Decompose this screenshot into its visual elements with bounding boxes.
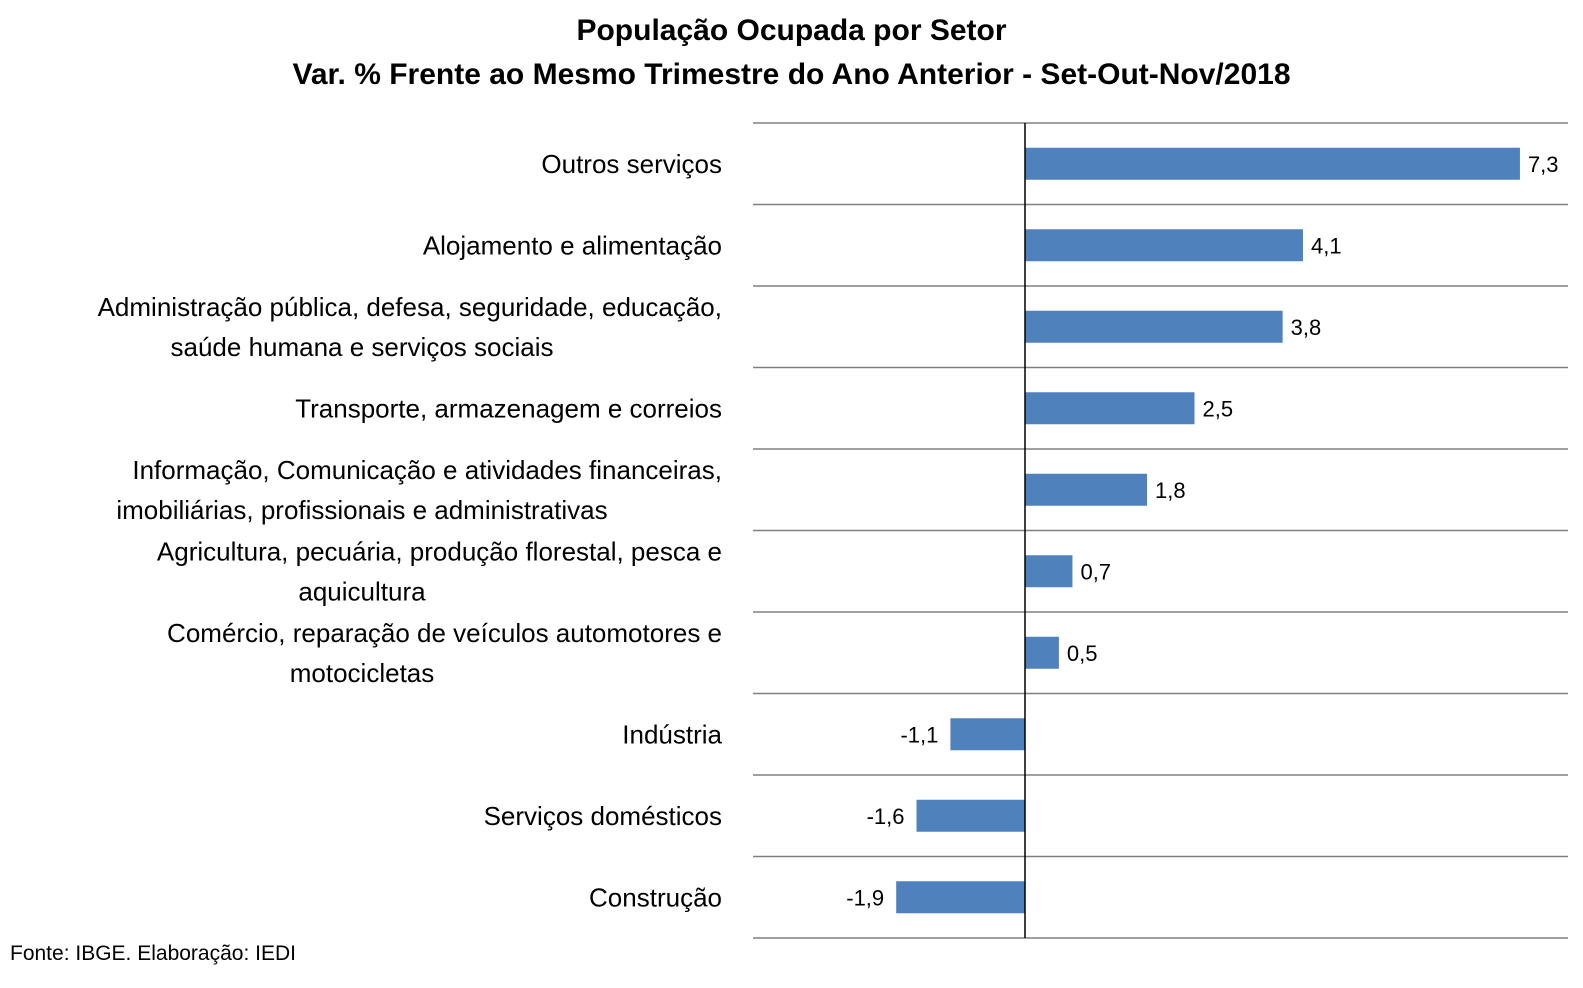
bar xyxy=(896,881,1025,914)
category-label: Comércio, reparação de veículos automoto… xyxy=(167,618,722,648)
data-label: -1,1 xyxy=(900,722,938,747)
category-label: Informação, Comunicação e atividades fin… xyxy=(132,455,722,485)
data-label: 2,5 xyxy=(1203,396,1234,421)
bar xyxy=(1025,636,1059,669)
data-label: 1,8 xyxy=(1155,478,1186,503)
category-label: Alojamento e alimentação xyxy=(423,230,722,260)
bar xyxy=(1025,473,1148,506)
bar xyxy=(1025,229,1303,262)
category-label: saúde humana e serviços sociais xyxy=(171,332,554,362)
data-label: 4,1 xyxy=(1311,233,1342,258)
category-label: Transporte, armazenagem e correios xyxy=(295,393,722,423)
category-label: Outros serviços xyxy=(541,149,722,179)
category-label: Construção xyxy=(589,882,722,912)
bar xyxy=(916,799,1025,832)
source-note: Fonte: IBGE. Elaboração: IEDI xyxy=(10,942,296,965)
bar xyxy=(1025,392,1195,425)
category-label: Serviços domésticos xyxy=(484,801,722,831)
data-label: 0,5 xyxy=(1067,641,1098,666)
chart-title: População Ocupada por Setor xyxy=(576,14,1007,47)
category-label: Indústria xyxy=(622,719,722,749)
data-label: -1,6 xyxy=(867,804,905,829)
category-label: aquicultura xyxy=(298,576,426,606)
category-label: motocicletas xyxy=(290,658,435,688)
category-label: Agricultura, pecuária, produção floresta… xyxy=(157,536,722,566)
data-label: -1,9 xyxy=(846,885,884,910)
bar xyxy=(1025,555,1073,588)
bar xyxy=(1025,310,1283,343)
chart-subtitle: Var. % Frente ao Mesmo Trimestre do Ano … xyxy=(292,58,1291,91)
bar xyxy=(950,718,1025,751)
category-label: imobiliárias, profissionais e administra… xyxy=(116,495,607,525)
data-label: 7,3 xyxy=(1528,152,1559,177)
data-label: 3,8 xyxy=(1291,315,1322,340)
data-label: 0,7 xyxy=(1080,559,1111,584)
category-label: Administração pública, defesa, seguridad… xyxy=(98,292,722,322)
bar xyxy=(1025,147,1520,180)
